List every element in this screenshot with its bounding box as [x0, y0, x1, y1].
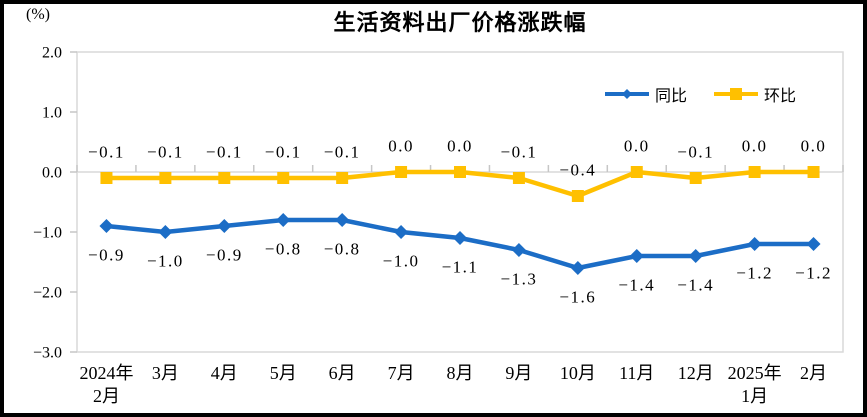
mom-marker: [454, 166, 466, 178]
x-tick-label: 8月: [447, 363, 474, 383]
mom-data-label: −0.1: [677, 143, 714, 162]
x-tick-label: 3月: [152, 363, 179, 383]
mom-data-label: −0.1: [206, 143, 243, 162]
mom-data-label: −0.1: [324, 143, 361, 162]
legend: 同比 环比: [604, 82, 796, 106]
mom-marker: [395, 166, 408, 178]
yoy-data-label: −1.4: [618, 276, 655, 295]
yoy-data-label: −1.3: [501, 270, 538, 289]
mom-data-label: 0.0: [742, 137, 768, 156]
yoy-marker: [629, 249, 644, 263]
legend-item-mom: 环比: [713, 82, 796, 106]
yoy-data-label: −1.0: [383, 252, 420, 271]
mom-marker: [689, 172, 702, 184]
yoy-data-label: −1.2: [795, 264, 832, 283]
mom-marker: [571, 190, 584, 202]
yoy-legend-swatch: [605, 89, 649, 99]
mom-marker: [748, 166, 761, 178]
x-tick-label: 2024年 2月: [79, 363, 133, 406]
y-tick-label: −2.0: [33, 285, 62, 302]
yoy-marker: [217, 219, 232, 233]
yoy-data-label: −1.2: [736, 264, 773, 283]
yoy-marker: [806, 237, 821, 251]
yoy-data-label: −1.4: [677, 276, 714, 295]
y-tick-label: 1.0: [42, 105, 62, 122]
x-tick-label: 5月: [270, 363, 297, 383]
yoy-marker: [276, 213, 291, 227]
y-tick-label: −3.0: [33, 345, 62, 362]
x-tick-label: 6月: [329, 363, 356, 383]
mom-data-label: −0.1: [501, 143, 538, 162]
y-axis-unit-label: (%): [26, 6, 50, 23]
x-tick-label: 11月: [619, 363, 654, 383]
plot-border: [76, 51, 844, 353]
yoy-marker: [511, 243, 526, 257]
mom-data-label: −0.1: [88, 143, 125, 162]
mom-legend-label: 环比: [764, 88, 797, 105]
chart-title: 生活资料出厂价格涨跌幅: [333, 10, 587, 35]
mom-data-label: −0.1: [265, 143, 302, 162]
mom-marker: [336, 172, 349, 184]
mom-data-label: 0.0: [624, 137, 650, 156]
x-tick-label: 2025年 1月: [728, 363, 782, 406]
mom-data-label: 0.0: [447, 137, 473, 156]
yoy-marker: [747, 237, 762, 251]
yoy-marker: [394, 225, 409, 239]
yoy-data-label: −0.8: [265, 240, 302, 259]
y-tick-label: 0.0: [42, 165, 62, 182]
yoy-marker: [453, 231, 467, 245]
diamond-marker-icon: [622, 89, 632, 99]
mom-data-label: 0.0: [388, 137, 414, 156]
mom-marker: [100, 172, 113, 184]
mom-marker: [512, 172, 525, 184]
mom-marker: [218, 172, 231, 184]
mom-marker: [277, 172, 290, 184]
yoy-marker: [99, 219, 114, 233]
mom-data-label: −0.1: [147, 143, 184, 162]
legend-item-yoy: 同比: [604, 82, 687, 106]
mom-marker: [159, 172, 172, 184]
x-tick-label: 2月: [800, 363, 827, 383]
yoy-data-label: −1.6: [559, 288, 596, 307]
x-tick-label: 4月: [211, 363, 238, 383]
yoy-legend-label: 同比: [655, 88, 688, 105]
yoy-data-label: −1.1: [442, 258, 479, 277]
yoy-marker: [335, 213, 350, 227]
x-tick-label: 12月: [678, 363, 714, 383]
mom-data-label: 0.0: [801, 137, 827, 156]
x-tick-label: 9月: [505, 363, 532, 383]
yoy-data-label: −1.0: [147, 252, 184, 271]
mom-legend-swatch: [714, 88, 759, 100]
yoy-marker: [688, 249, 703, 263]
x-tick-label: 7月: [388, 363, 415, 383]
mom-marker: [807, 166, 820, 178]
y-tick-label: 2.0: [42, 45, 62, 62]
x-tick-label: 10月: [560, 363, 596, 383]
yoy-data-label: −0.9: [206, 246, 243, 265]
y-tick-label: −1.0: [33, 225, 62, 242]
yoy-marker: [570, 261, 585, 275]
yoy-data-label: −0.8: [324, 240, 361, 259]
yoy-marker: [158, 225, 173, 239]
mom-marker: [630, 166, 643, 178]
yoy-data-label: −0.9: [88, 246, 125, 265]
mom-data-label: −0.4: [559, 161, 596, 180]
square-marker-icon: [730, 88, 743, 100]
